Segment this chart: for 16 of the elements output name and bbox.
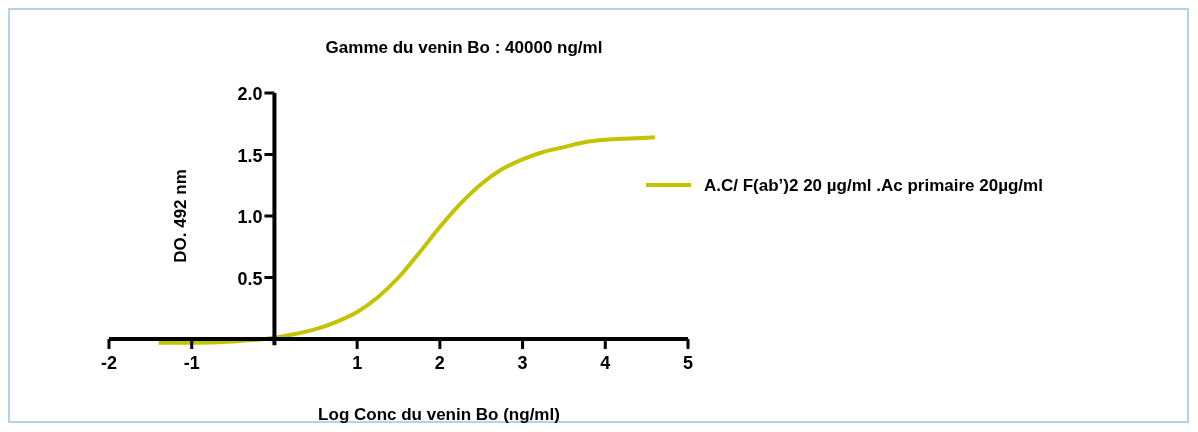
y-axis-title: DO. 492 nm xyxy=(171,169,190,263)
line-series xyxy=(156,135,657,345)
x-tick-label: 3 xyxy=(517,353,528,373)
x-tick-label: 2 xyxy=(434,353,445,373)
y-tick-label: 0.5 xyxy=(237,268,263,289)
x-tick-label: -2 xyxy=(100,353,118,373)
y-tick-label: 2.0 xyxy=(237,84,263,104)
x-tick-label: -1 xyxy=(183,353,200,373)
legend-label: A.C/ F(ab’)2 20 µg/ml .Ac primaire 20µg/ml xyxy=(704,176,1043,195)
x-axis-title: Log Conc du venin Bo (ng/ml) xyxy=(318,405,560,424)
y-tick-label: 1.0 xyxy=(237,207,263,227)
x-tick-label: 1 xyxy=(352,353,363,373)
chart-title: Gamme du venin Bo : 40000 ng/ml xyxy=(325,38,603,57)
y-tick-label: 1.5 xyxy=(237,145,263,166)
x-tick-label: 4 xyxy=(600,353,611,373)
x-tick-label: 5 xyxy=(682,353,694,373)
